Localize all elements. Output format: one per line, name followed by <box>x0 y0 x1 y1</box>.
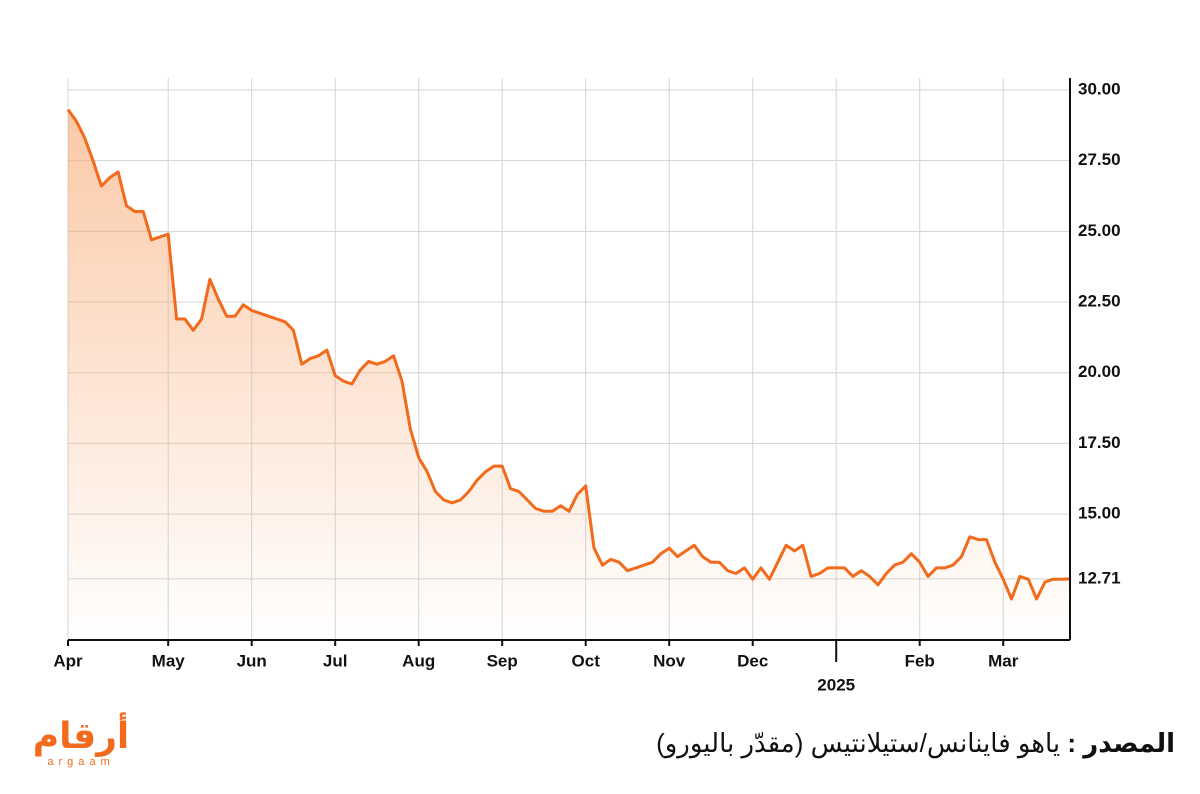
y-tick-label: 27.50 <box>1078 150 1121 169</box>
x-tick-label: 2025 <box>817 675 855 694</box>
x-tick-label: Jul <box>323 651 348 670</box>
source: المصدر : ياهو فاينانس/ستيلانتيس (مقدّر ب… <box>656 728 1175 759</box>
y-tick-label: 20.00 <box>1078 362 1121 381</box>
x-tick-label: Dec <box>737 651 768 670</box>
x-tick-label: Aug <box>402 651 435 670</box>
y-tick-label: 22.50 <box>1078 292 1121 311</box>
x-tick-label: Apr <box>53 651 83 670</box>
line <box>66 108 1071 601</box>
chart: 12.71 15.00 17.50 20.00 22.50 25.00 27.50 30.00… <box>53 78 1121 694</box>
source-text: ياهو فاينانس/ستيلانتيس (مقدّر باليورو) <box>656 728 1061 758</box>
logo-sub: argaam <box>47 756 115 768</box>
x-tick-label: Sep <box>487 651 518 670</box>
x-tick-label: Jun <box>237 651 267 670</box>
y-tick-label: 15.00 <box>1078 504 1121 523</box>
x-tick-label: Mar <box>988 651 1019 670</box>
x-tick-label: Oct <box>572 651 601 670</box>
y-tick-label: 30.00 <box>1078 79 1121 98</box>
y-tick-label: 17.50 <box>1078 433 1121 452</box>
source-label: المصدر : <box>1067 728 1175 758</box>
logo: أرقام argaam <box>26 715 136 769</box>
area <box>68 109 1070 640</box>
x-tick-label: May <box>152 651 186 670</box>
y-tick-label: 25.00 <box>1078 221 1121 240</box>
x-tick-label: Feb <box>905 651 935 670</box>
logo-text: أرقام <box>32 715 130 756</box>
y-tick-label: 12.71 <box>1078 568 1121 587</box>
x-tick-label: Nov <box>653 651 686 670</box>
